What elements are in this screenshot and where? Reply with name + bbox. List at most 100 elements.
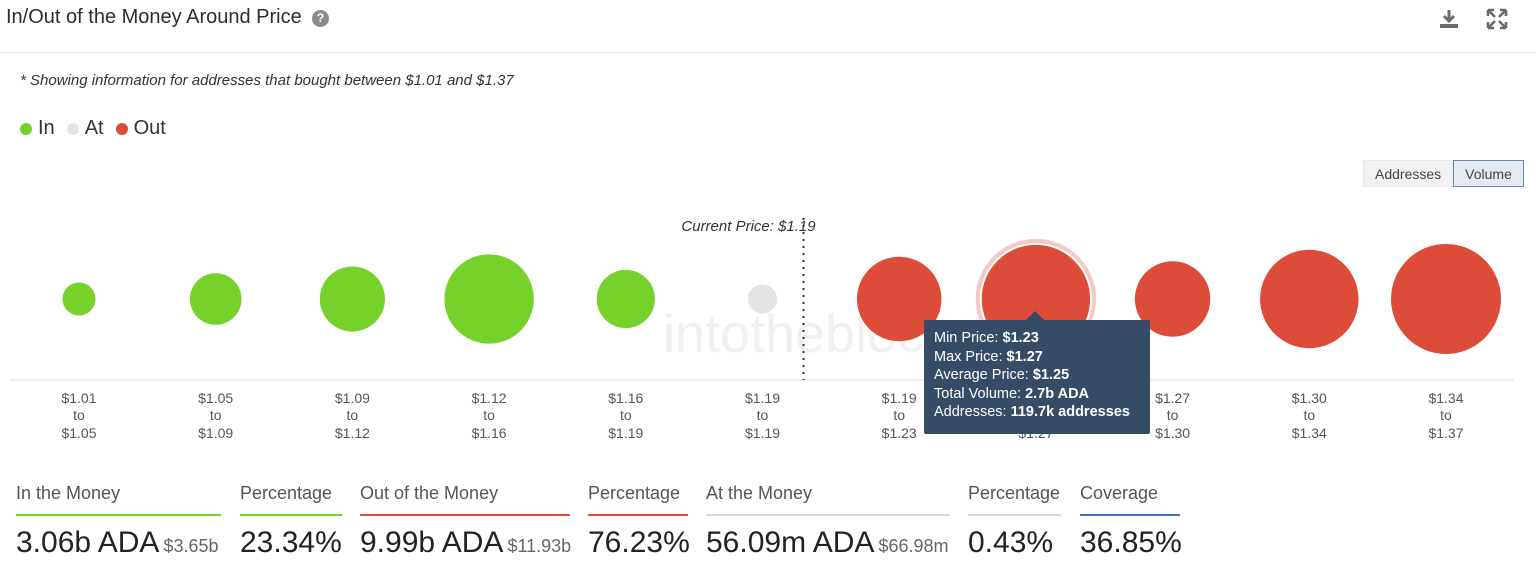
tick-label-to: $1.37 <box>1428 425 1463 441</box>
stat-underline <box>360 514 570 516</box>
tooltip-avg-price: Average Price: $1.25 <box>934 367 1070 384</box>
stat-label: Out of the Money <box>360 483 499 503</box>
tick-label-to-word: to <box>483 407 495 423</box>
tick-label-from: $1.05 <box>198 390 233 406</box>
stat-out-of-the-money: Out of the Money 9.99b ADA $11.93b <box>360 482 572 560</box>
stat-label: Percentage <box>968 483 1061 503</box>
tick-label-from: $1.19 <box>882 390 917 406</box>
stat-at-the-money: At the Money 56.09m ADA $66.98m <box>706 482 950 560</box>
header: In/Out of the Money Around Price ? <box>0 0 1536 53</box>
page-title: In/Out of the Money Around Price <box>6 6 302 28</box>
stat-underline <box>588 514 688 516</box>
tick-label-to: $1.19 <box>608 425 643 441</box>
bubble-6 <box>856 256 942 342</box>
stat-underline <box>968 514 1061 516</box>
summary-stats: In the Money 3.06b ADA $3.65b Percentage 23.… <box>0 482 1536 575</box>
tick-label-from: $1.19 <box>745 390 780 406</box>
tooltip: Min Price: $1.23 Max Price: $1.27 Averag… <box>924 311 1150 434</box>
tick-label-from: $1.01 <box>61 390 96 406</box>
bubble-4 <box>596 269 655 329</box>
stat-usd-value: $3.65b <box>163 536 219 556</box>
stat-in-the-money: In the Money 3.06b ADA $3.65b <box>16 482 221 560</box>
stat-label: In the Money <box>16 483 121 503</box>
legend-label-out: Out <box>133 117 166 139</box>
addresses-toggle-button[interactable]: Addresses <box>1363 160 1454 187</box>
tick-label-to: $1.34 <box>1292 425 1327 441</box>
tick-label-to: $1.30 <box>1155 425 1190 441</box>
bubble-3 <box>444 254 534 344</box>
tooltip-addresses: Addresses: 119.7k addresses <box>934 404 1130 421</box>
stat-usd-value: $11.93b <box>507 536 572 556</box>
metric-toggle: Addresses Volume <box>1363 160 1524 187</box>
tooltip-max-price: Max Price: $1.27 <box>934 348 1043 365</box>
stat-value: 76.23% <box>588 526 690 559</box>
legend-item-out[interactable]: Out <box>115 117 166 140</box>
legend-item-at[interactable]: At <box>66 117 104 140</box>
tick-label-to-word: to <box>1303 407 1315 423</box>
stat-label: At the Money <box>706 483 813 503</box>
tooltip-total-volume: Total Volume: 2.7b ADA <box>934 385 1090 402</box>
volume-toggle-button[interactable]: Volume <box>1453 160 1524 187</box>
stat-percentage: Percentage 76.23% <box>588 482 690 560</box>
tick-label-from: $1.27 <box>1155 390 1190 406</box>
stat-label: Coverage <box>1080 483 1159 503</box>
tick-label-from: $1.30 <box>1292 390 1327 406</box>
stat-value: 0.43% <box>968 526 1054 559</box>
stat-label: Percentage <box>240 483 333 503</box>
tick-label-to-word: to <box>1440 407 1452 423</box>
tick-label-from: $1.09 <box>335 390 370 406</box>
current-price-label: Current Price: $1.19 <box>681 218 816 235</box>
range-note: * Showing information for addresses that… <box>20 72 514 89</box>
tick-label-to-word: to <box>1167 407 1179 423</box>
stat-underline <box>240 514 342 516</box>
bubble-8 <box>1134 261 1211 337</box>
legend-item-in[interactable]: In <box>20 117 55 140</box>
stat-underline <box>16 514 221 516</box>
tooltip-arrow <box>1026 311 1044 320</box>
tick-label-to-word: to <box>210 407 222 423</box>
bubble-2 <box>319 266 385 332</box>
stat-value: 56.09m ADA $66.98m <box>706 526 949 559</box>
tick-label-to: $1.23 <box>882 425 917 441</box>
tick-label-to: $1.16 <box>472 425 507 441</box>
expand-icon[interactable] <box>1484 6 1510 32</box>
tick-label-to: $1.12 <box>335 425 370 441</box>
stat-underline <box>1080 514 1180 516</box>
stat-coverage: Coverage 36.85% <box>1080 482 1182 560</box>
tooltip-min-price: Min Price: $1.23 <box>934 330 1039 346</box>
bubble-5 <box>747 284 778 314</box>
legend-dot-at <box>66 122 79 135</box>
legend: In At Out <box>20 117 178 140</box>
stat-value: 23.34% <box>240 526 342 559</box>
tick-label-from: $1.12 <box>472 390 507 406</box>
bubble-9 <box>1260 249 1359 349</box>
legend-label-at: At <box>84 117 104 139</box>
stat-underline <box>706 514 950 516</box>
tick-label-from: $1.34 <box>1428 390 1463 406</box>
tick-label-to: $1.19 <box>745 425 780 441</box>
tick-label-to-word: to <box>620 407 632 423</box>
bubble-10 <box>1391 244 1501 354</box>
tick-label-from: $1.16 <box>608 390 643 406</box>
tick-label-to-word: to <box>893 407 905 423</box>
stat-value: 9.99b ADA $11.93b <box>360 526 572 559</box>
legend-dot-out <box>115 122 128 135</box>
stat-percentage: Percentage 23.34% <box>240 482 342 560</box>
bubble-1 <box>189 273 242 325</box>
tick-label-to: $1.05 <box>61 425 96 441</box>
stat-value: 36.85% <box>1080 526 1182 559</box>
help-icon[interactable]: ? <box>312 10 329 27</box>
stat-label: Percentage <box>588 483 681 503</box>
download-icon[interactable] <box>1436 6 1462 32</box>
tick-label-to-word: to <box>757 407 769 423</box>
stat-usd-value: $66.98m <box>878 536 949 556</box>
bubble-0 <box>62 282 96 316</box>
tick-label-to-word: to <box>73 407 85 423</box>
tick-label-to: $1.09 <box>198 425 233 441</box>
stat-percentage: Percentage 0.43% <box>968 482 1061 560</box>
legend-label-in: In <box>38 117 55 139</box>
tick-label-to-word: to <box>347 407 359 423</box>
stat-value: 3.06b ADA $3.65b <box>16 526 219 559</box>
legend-dot-in <box>20 122 32 135</box>
